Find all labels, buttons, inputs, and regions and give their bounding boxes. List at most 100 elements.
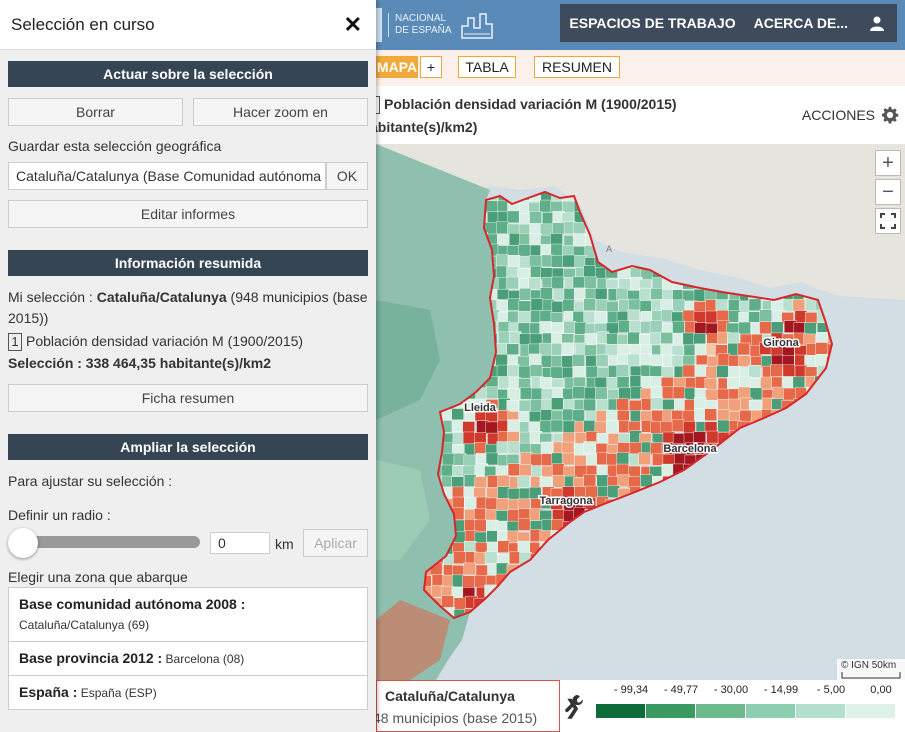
municipality-cell[interactable] (506, 210, 520, 224)
municipality-cell[interactable] (583, 398, 596, 412)
municipality-cell[interactable] (552, 222, 565, 235)
municipality-cell[interactable] (462, 431, 476, 445)
municipality-cell[interactable] (594, 288, 608, 301)
zone-item[interactable]: España : España (ESP) (9, 676, 367, 709)
delete-button[interactable]: Borrar (8, 98, 183, 126)
municipality-cell[interactable] (650, 442, 663, 455)
municipality-cell[interactable] (507, 255, 521, 268)
municipality-cell[interactable] (584, 276, 597, 289)
municipality-cell[interactable] (453, 597, 467, 610)
municipality-cell[interactable] (498, 376, 511, 389)
actions-menu[interactable]: ACCIONES (802, 106, 899, 124)
municipality-cell[interactable] (705, 389, 718, 402)
municipality-cell[interactable] (496, 254, 509, 267)
municipality-cell[interactable] (781, 376, 795, 389)
municipality-cell[interactable] (562, 299, 575, 312)
municipality-cell[interactable] (572, 354, 585, 367)
municipality-cell[interactable] (792, 299, 806, 312)
municipality-cell[interactable] (496, 221, 509, 235)
municipality-cell[interactable] (496, 343, 509, 356)
nav-about[interactable]: ACERCA DE... (753, 15, 848, 31)
municipality-cell[interactable] (528, 277, 541, 290)
municipality-cell[interactable] (572, 276, 586, 290)
municipality-cell[interactable] (760, 376, 773, 390)
municipality-cell[interactable] (650, 397, 664, 410)
municipality-cell[interactable] (463, 562, 476, 576)
municipality-cell[interactable] (572, 366, 585, 379)
municipality-cell[interactable] (529, 364, 543, 377)
radius-slider-track[interactable] (20, 536, 200, 548)
municipality-cell[interactable] (616, 364, 630, 377)
municipality-cell[interactable] (519, 464, 532, 477)
municipality-cell[interactable] (561, 342, 574, 356)
municipality-cell[interactable] (464, 474, 477, 487)
municipality-cell[interactable] (804, 322, 817, 336)
municipality-cell[interactable] (462, 421, 475, 434)
municipality-cell[interactable] (506, 276, 519, 290)
municipality-cell[interactable] (561, 452, 575, 466)
map-canvas[interactable]: A Girona Lleida Barcelona Tarragona (376, 144, 905, 680)
municipality-cell[interactable] (574, 287, 587, 301)
municipality-cell[interactable] (705, 310, 719, 324)
municipality-cell[interactable] (550, 233, 563, 246)
municipality-cell[interactable] (563, 321, 577, 334)
municipality-cell[interactable] (452, 496, 465, 510)
municipality-cell[interactable] (661, 463, 675, 477)
municipality-cell[interactable] (705, 366, 719, 379)
municipality-cell[interactable] (518, 399, 532, 413)
municipality-cell[interactable] (495, 354, 508, 367)
tab-tabla[interactable]: TABLA (458, 56, 516, 78)
municipality-cell[interactable] (572, 409, 585, 423)
municipality-cell[interactable] (694, 364, 708, 377)
municipality-cell[interactable] (583, 420, 596, 433)
brand-logo[interactable]: NACIONAL DE ESPAÑA (376, 4, 494, 46)
municipality-cell[interactable] (463, 541, 477, 554)
municipality-cell[interactable] (497, 474, 510, 488)
municipality-cell[interactable] (694, 397, 707, 410)
choropleth-map[interactable]: A Girona Lleida Barcelona Tarragona + − © I… (376, 144, 905, 680)
municipality-cell[interactable] (496, 441, 510, 454)
municipality-cell[interactable] (717, 419, 730, 433)
radius-slider-handle[interactable] (8, 528, 38, 558)
zone-item[interactable]: Base provincia 2012 : Barcelona (08) (9, 642, 367, 676)
tab-mapa[interactable]: MAPA (376, 56, 418, 78)
municipality-cell[interactable] (770, 321, 784, 334)
municipality-cell[interactable] (550, 366, 563, 380)
municipality-cell[interactable] (574, 321, 588, 335)
close-icon[interactable]: ✕ (343, 12, 362, 37)
municipality-cell[interactable] (552, 475, 565, 488)
user-icon[interactable] (857, 4, 897, 42)
municipality-cell[interactable] (605, 420, 619, 433)
municipality-cell[interactable] (530, 298, 544, 311)
municipality-cell[interactable] (616, 376, 630, 389)
municipality-cell[interactable] (628, 298, 641, 312)
municipality-cell[interactable] (595, 387, 608, 400)
municipality-cell[interactable] (507, 419, 520, 432)
municipality-cell[interactable] (682, 364, 696, 378)
municipality-cell[interactable] (671, 419, 685, 432)
tab-resumen[interactable]: RESUMEN (534, 56, 620, 78)
municipality-cell[interactable] (652, 453, 665, 466)
municipality-cell[interactable] (583, 474, 596, 487)
municipality-cell[interactable] (660, 343, 673, 356)
municipality-cell[interactable] (616, 287, 629, 301)
municipality-cell[interactable] (517, 475, 531, 489)
municipality-cell[interactable] (507, 364, 520, 377)
municipality-cell[interactable] (717, 409, 730, 422)
municipality-cell[interactable] (486, 530, 499, 543)
municipality-cell[interactable] (650, 386, 664, 399)
municipality-cell[interactable] (562, 254, 576, 268)
municipality-cell[interactable] (519, 288, 532, 301)
municipality-cell[interactable] (551, 452, 564, 466)
municipality-cell[interactable] (540, 409, 554, 422)
municipality-cell[interactable] (561, 441, 575, 455)
save-selection-input[interactable]: Cataluña/Catalunya (Base Comunidad autón… (8, 162, 326, 190)
municipality-cell[interactable] (748, 298, 762, 312)
municipality-cell[interactable] (572, 386, 585, 399)
municipality-cell[interactable] (497, 540, 510, 553)
municipality-cell[interactable] (507, 463, 521, 476)
municipality-cell[interactable] (584, 386, 597, 400)
municipality-cell[interactable] (739, 410, 752, 423)
municipality-cell[interactable] (639, 287, 652, 301)
municipality-cell[interactable] (507, 310, 520, 324)
